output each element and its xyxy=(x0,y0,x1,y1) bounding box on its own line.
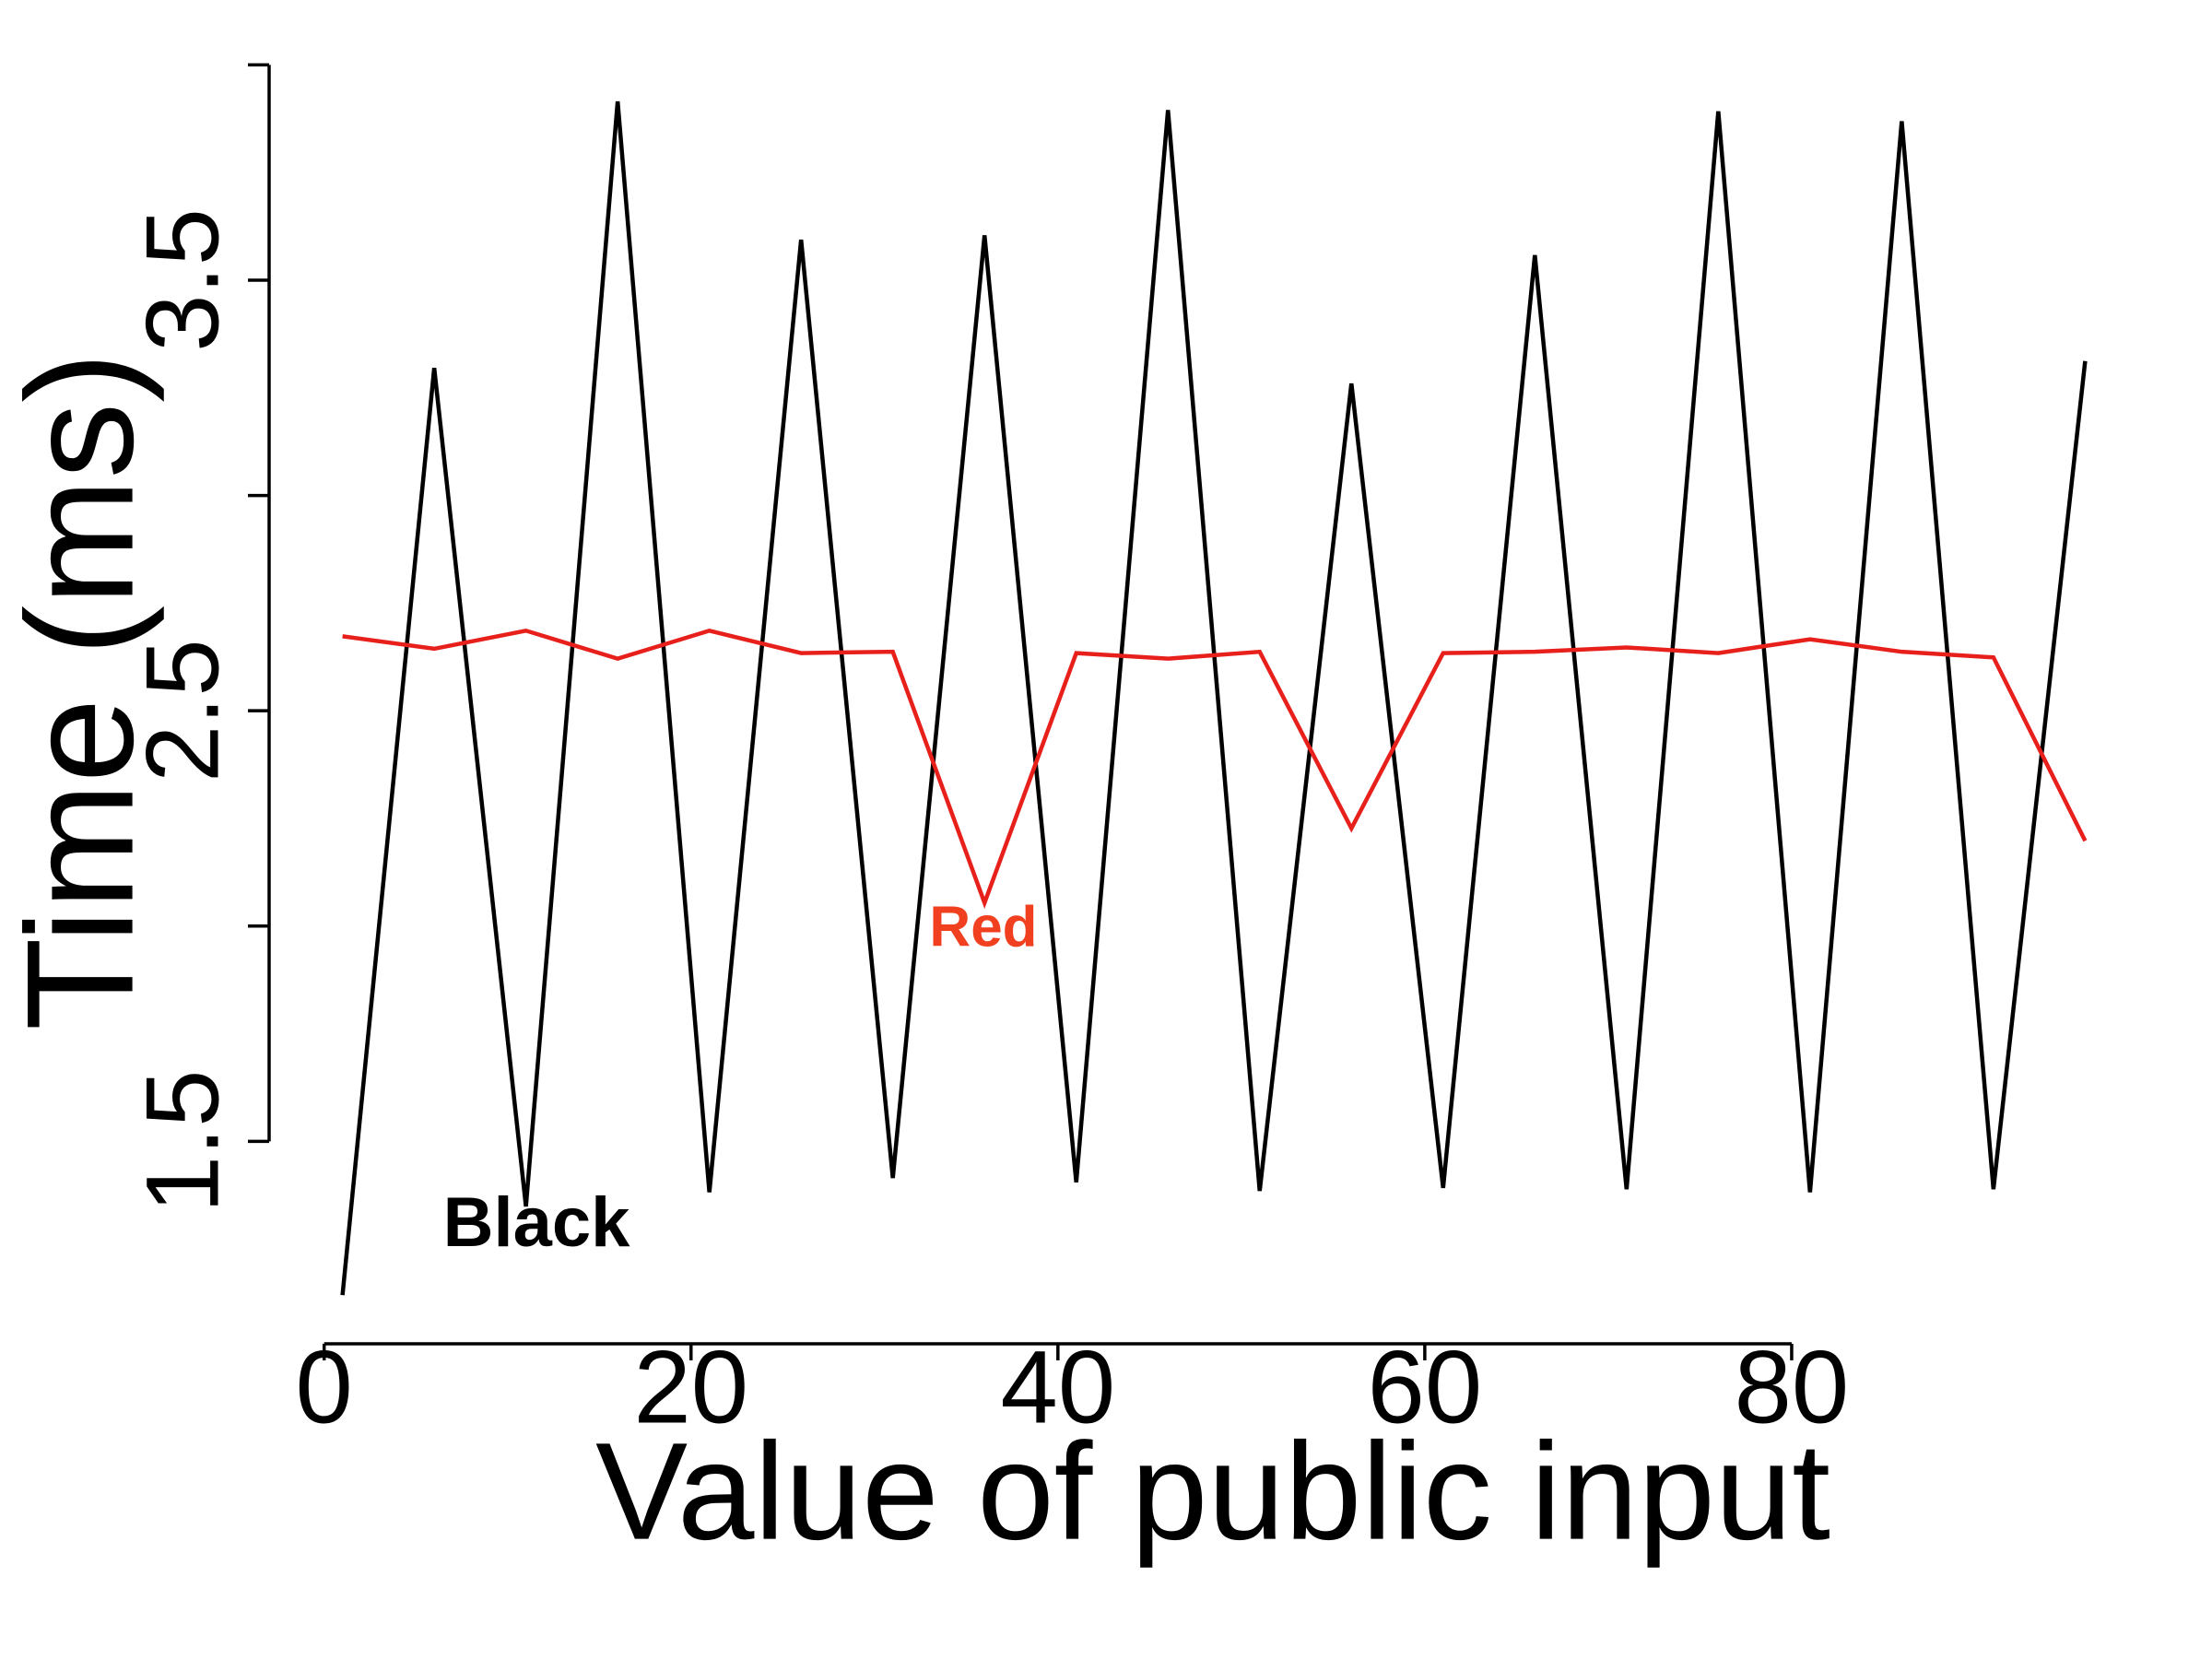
x-tick-label: 40 xyxy=(1001,1330,1116,1445)
x-tick-label: 20 xyxy=(633,1330,748,1445)
y-tick-label: 1.5 xyxy=(125,1070,241,1214)
line-series xyxy=(340,100,2088,1296)
y-tick-label: 3.5 xyxy=(125,208,241,352)
x-tick-label: 0 xyxy=(296,1330,353,1445)
y-tick-label: 2.5 xyxy=(125,639,241,782)
x-tick-label: 60 xyxy=(1368,1330,1483,1445)
x-tick-label: 80 xyxy=(1735,1330,1850,1445)
series-label: Black xyxy=(443,1183,631,1262)
x-axis-title: Value of public input xyxy=(595,1414,1830,1569)
series-label: Red xyxy=(929,895,1037,959)
line-series xyxy=(342,628,2088,910)
y-axis-title: Time (ms) xyxy=(0,352,165,1030)
